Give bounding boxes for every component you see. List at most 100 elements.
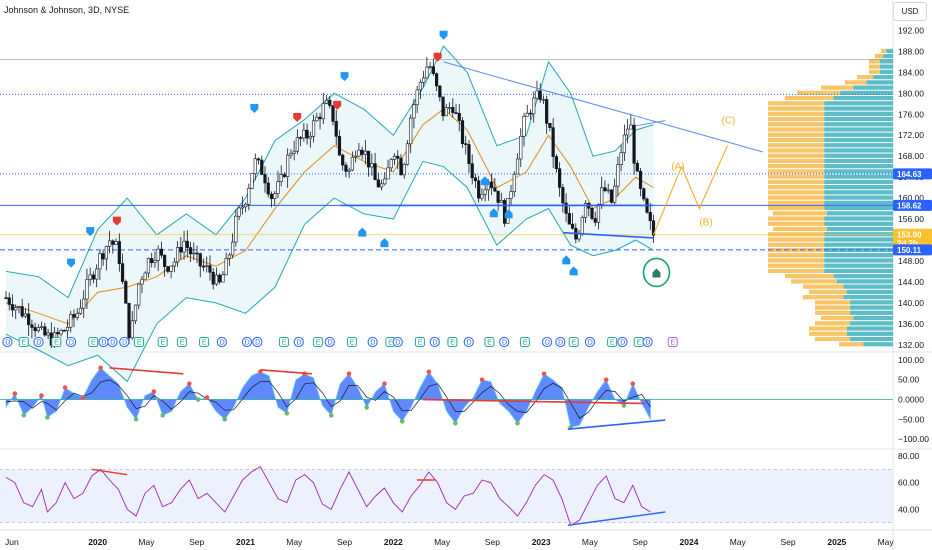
candle-body <box>447 106 452 109</box>
volume-profile-bar <box>773 211 827 216</box>
earnings-marker <box>484 337 495 347</box>
event-label: E <box>202 340 207 347</box>
trend-line <box>563 231 654 239</box>
pivot-dot <box>39 393 44 398</box>
earnings-marker <box>176 337 187 347</box>
candle-body <box>279 174 283 182</box>
candle-body <box>169 265 173 272</box>
volume-profile-bar <box>824 143 893 148</box>
candle-body <box>127 302 131 339</box>
volume-profile-bar <box>791 279 837 284</box>
candle-body <box>428 66 432 68</box>
event-label: D <box>588 340 593 347</box>
volume-profile-bar <box>824 268 893 274</box>
trend-line <box>635 120 666 127</box>
price-tick-label: 140.00 <box>898 298 924 308</box>
volume-profile-bar <box>809 331 847 336</box>
pivot-dot <box>151 389 157 394</box>
pivot-dot <box>160 413 166 418</box>
candle-body <box>606 189 610 192</box>
event-label: E <box>418 340 423 347</box>
candle-body <box>389 159 393 169</box>
volume-profile-bar <box>824 153 893 158</box>
signal-marker <box>480 176 489 186</box>
signal-marker <box>380 238 389 248</box>
event-label: E <box>450 340 455 347</box>
divergence-line <box>422 398 645 405</box>
event-label: D <box>122 340 127 347</box>
event-label: D <box>370 340 375 347</box>
oscillator-tick-label: −100.00 <box>898 434 929 444</box>
candle-body <box>104 246 108 260</box>
price-badge-countdown: 2d 2h <box>897 239 918 248</box>
candle-body <box>532 97 536 115</box>
candle-body <box>402 164 406 176</box>
candle-body <box>651 220 656 236</box>
candle-body <box>111 240 115 245</box>
event-label: D <box>396 340 401 347</box>
momentum-histogram <box>5 367 651 428</box>
volume-profile-bar <box>883 54 893 59</box>
pivot-dot <box>515 420 520 426</box>
volume-profile-bar <box>768 111 825 116</box>
candle-body <box>91 274 96 280</box>
pivot-dot <box>204 395 210 400</box>
candle-body <box>464 143 468 145</box>
volume-profile-bar <box>768 179 825 184</box>
volume-profile-bar <box>768 268 825 274</box>
volume-profile-bar <box>768 143 825 148</box>
candle-body <box>276 181 280 194</box>
wave-label: (C) <box>722 116 736 127</box>
volume-profile-bar <box>824 190 893 195</box>
earnings-marker <box>607 337 618 347</box>
time-tick-label: Sep <box>780 537 795 547</box>
candle-body <box>124 281 128 304</box>
divergence-line <box>109 367 184 375</box>
time-tick-label: Jun <box>5 537 19 547</box>
earnings-marker <box>667 337 678 347</box>
volume-profile-bar <box>824 195 893 200</box>
candle-body <box>558 168 562 188</box>
volume-profile <box>768 48 893 347</box>
candle-body <box>117 241 121 264</box>
event-label: E <box>571 340 576 347</box>
earnings-marker <box>278 337 289 347</box>
volume-profile-bar <box>824 200 893 205</box>
volume-profile-bar <box>768 195 825 200</box>
candle-body <box>269 193 274 199</box>
rsi-band <box>0 469 893 523</box>
candle-body <box>227 254 231 259</box>
pivot-dot <box>621 403 627 408</box>
signal-marker <box>439 30 448 40</box>
candle-body <box>4 297 8 299</box>
volume-profile-bar <box>815 300 851 305</box>
volume-profile-bar <box>846 331 893 336</box>
price-tick-label: 168.00 <box>898 151 924 161</box>
event-label: D <box>558 340 563 347</box>
event-label: D <box>245 340 250 347</box>
candle-body <box>30 324 34 328</box>
candle-body <box>609 189 614 203</box>
dividend-marker <box>216 336 227 348</box>
candle-body <box>483 189 487 195</box>
candle-body <box>33 327 37 332</box>
candle-body <box>515 158 520 175</box>
volume-profile-bar <box>824 127 893 132</box>
symbol-title[interactable]: Johnson & Johnson, 3D, NYSE <box>4 5 130 15</box>
volume-profile-bar <box>768 101 825 106</box>
earnings-marker <box>134 337 145 347</box>
candle-body <box>541 99 546 101</box>
oscillator-tick-label: 0.0000 <box>898 395 924 405</box>
pivot-dot <box>346 371 352 377</box>
pivot-dot <box>133 417 139 422</box>
volume-profile-bar <box>869 64 880 69</box>
candle-body <box>114 241 118 245</box>
candle-body <box>237 207 241 217</box>
event-label: E <box>54 340 59 347</box>
candle-body <box>43 326 47 336</box>
candle-body <box>412 104 416 119</box>
candle-body <box>590 207 594 219</box>
candle-body <box>525 112 529 117</box>
candle-body <box>638 170 643 189</box>
